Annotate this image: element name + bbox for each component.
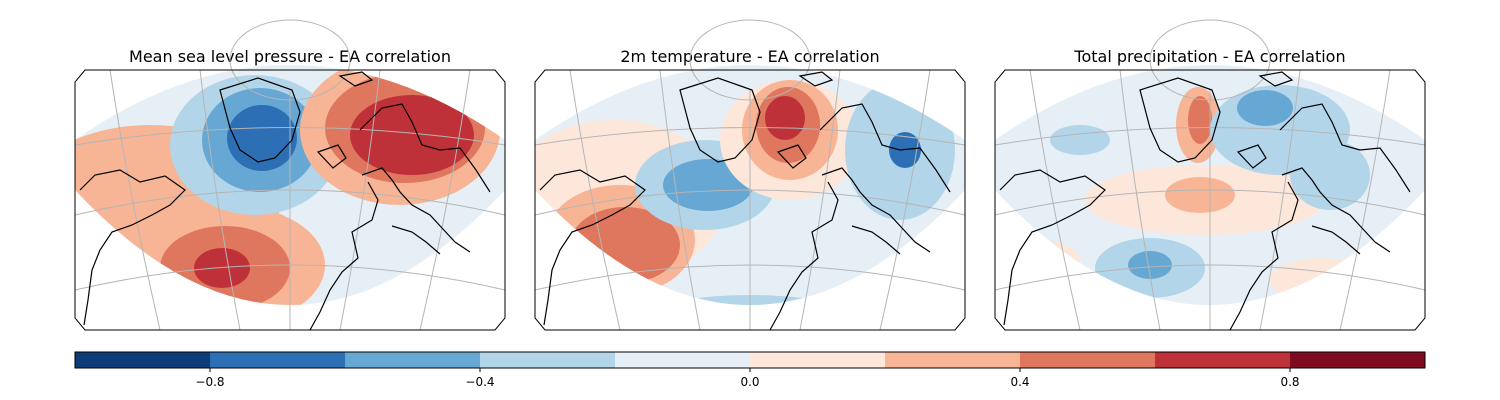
- map-border-tp: [994, 69, 1426, 331]
- colorbar-swatches: [75, 352, 1425, 368]
- colorbar-tick-label: −0.8: [195, 375, 224, 389]
- gridlines-t2m: [534, 19, 966, 331]
- panel-mslp: Mean sea level pressure - EA correlation: [74, 19, 506, 331]
- coastlines-t2m: [539, 71, 951, 331]
- panel-title-mslp: Mean sea level pressure - EA correlation: [129, 47, 451, 66]
- colorbar-swatch: [480, 352, 615, 368]
- colorbar-tick-label: 0.4: [1010, 375, 1029, 389]
- panel-t2m: 2m temperature - EA correlation: [534, 19, 966, 331]
- colorbar-swatch: [345, 352, 480, 368]
- colorbar-swatch: [1020, 352, 1155, 368]
- coastlines-mslp: [79, 71, 491, 331]
- colorbar-tick-label: 0.8: [1280, 375, 1299, 389]
- colorbar-swatch: [1290, 352, 1425, 368]
- gridlines-tp: [994, 19, 1426, 331]
- gridlines-mslp: [74, 19, 506, 331]
- colorbar-ticks: −0.8 −0.4 0.0 0.4 0.8: [195, 368, 1300, 389]
- colorbar-tick-label: 0.0: [740, 375, 759, 389]
- colorbar-tick-label: −0.4: [465, 375, 494, 389]
- colorbar: −0.8 −0.4 0.0 0.4 0.8: [74, 351, 1426, 389]
- map-border-mslp: [74, 69, 506, 331]
- panel-title-t2m: 2m temperature - EA correlation: [620, 47, 879, 66]
- colorbar-swatch: [1155, 352, 1290, 368]
- panel-tp: Total precipitation - EA correlation: [994, 19, 1426, 331]
- colorbar-swatch: [885, 352, 1020, 368]
- coastlines-tp: [999, 71, 1411, 331]
- colorbar-swatch: [615, 352, 750, 368]
- colorbar-swatch: [750, 352, 885, 368]
- colorbar-swatch: [75, 352, 210, 368]
- map-border-t2m: [534, 69, 966, 331]
- panel-title-tp: Total precipitation - EA correlation: [1073, 47, 1345, 66]
- colorbar-swatch: [210, 352, 345, 368]
